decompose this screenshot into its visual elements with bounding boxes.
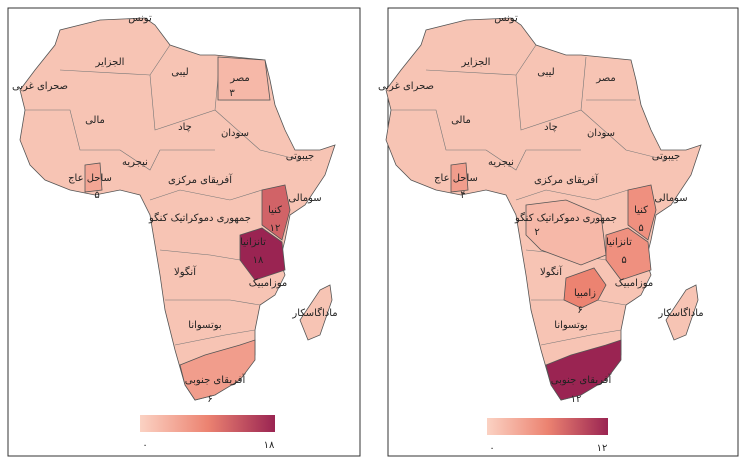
country-shape <box>627 184 657 241</box>
country-label: مالی <box>451 115 471 126</box>
country-shape <box>563 267 607 309</box>
legend-max-label: ۱۲ <box>597 443 608 454</box>
border <box>391 109 486 151</box>
value-label: ۱۸ <box>253 255 264 266</box>
value-label: ۳ <box>229 88 235 99</box>
country-label: ماداگاسکار <box>291 307 337 319</box>
country-label: سومالی <box>288 193 321 204</box>
country-label: تانزانیا <box>240 237 266 248</box>
country-label: کنیا <box>634 205 648 216</box>
country-label: بوتسوانا <box>188 320 221 331</box>
country-label: مالی <box>85 115 105 126</box>
island <box>299 284 333 341</box>
border <box>149 189 263 201</box>
country-label: جیبوتی <box>652 151 681 162</box>
country-label: جمهوری دموکراتیک کنگو <box>148 212 251 224</box>
value-label: ۵ <box>621 255 626 266</box>
country-shape <box>217 56 271 101</box>
border <box>165 299 261 306</box>
country-label: آفریقای مرکزی <box>534 173 599 186</box>
panel-frame <box>387 7 739 457</box>
country-label: آفریقای جنوبی <box>185 373 247 386</box>
country-label: آنگولا <box>174 265 197 278</box>
country-label: تونس <box>494 13 518 24</box>
country-label: جیبوتی <box>286 151 315 162</box>
value-label: ۴ <box>460 190 465 201</box>
country-label: موزامبیک <box>249 278 287 289</box>
country-label: لیبی <box>171 67 188 78</box>
country-shape <box>84 162 103 193</box>
country-label: سودان <box>221 128 249 139</box>
country-label: زامبیا <box>574 288 596 299</box>
country-label: تانزانیا <box>606 237 632 248</box>
legend-max-label: ۱۸ <box>264 440 275 451</box>
border <box>214 109 301 161</box>
map-panel: تونس الجزایر لیبی مصر صحرای غربی مالی چاد سودان… <box>378 13 704 405</box>
country-label: موزامبیک <box>615 278 653 289</box>
border <box>515 189 629 201</box>
border <box>540 329 622 346</box>
value-label: ۵ <box>638 223 643 234</box>
border <box>580 109 667 161</box>
value-label: ۶ <box>577 305 582 316</box>
country-label: چاد <box>544 122 558 133</box>
country-label: نیجریه <box>122 157 148 168</box>
country-label: ساحل عاج <box>434 173 478 184</box>
border <box>515 56 587 131</box>
border <box>25 109 120 151</box>
island <box>665 284 699 341</box>
value-label: ۵ <box>94 190 99 201</box>
country-shape <box>179 339 256 401</box>
country-label: نیجریه <box>488 157 514 168</box>
country-shape <box>239 227 286 281</box>
country-shape <box>605 227 652 281</box>
value-label: ۲ <box>534 227 539 238</box>
panel-frame <box>7 7 361 457</box>
border <box>174 329 256 346</box>
country-shape <box>545 339 622 401</box>
country-label: الجزایر <box>461 57 491 68</box>
legend-min-label: ۰ <box>489 443 494 454</box>
country-label: سودان <box>587 128 615 139</box>
country-label: صحرای غربی <box>12 81 68 92</box>
country-shape <box>525 199 607 266</box>
value-label: ۱۲ <box>270 223 281 234</box>
country-label: الجزایر <box>95 57 125 68</box>
country-shape <box>450 162 469 193</box>
country-label: ساحل عاج <box>68 173 112 184</box>
country-label: جمهوری دموکراتیک کنگو <box>514 212 617 224</box>
border <box>119 149 215 171</box>
value-label: ۱۲ <box>571 394 582 405</box>
country-label: آفریقای جنوبی <box>551 373 613 386</box>
border <box>485 149 581 171</box>
country-label: مصر <box>229 73 250 84</box>
country-label: صحرای غربی <box>378 81 434 92</box>
country-label: تونس <box>128 13 152 24</box>
country-shape <box>261 184 291 241</box>
country-label: کنیا <box>268 205 282 216</box>
border <box>159 249 241 261</box>
value-label: ۶ <box>207 394 212 405</box>
country-label: چاد <box>178 122 192 133</box>
border <box>149 56 221 131</box>
country-label: ماداگاسکار <box>657 307 703 319</box>
legend-bar <box>487 418 608 435</box>
country-label: آفریقای مرکزی <box>168 173 233 186</box>
legend-min-label: ۰ <box>142 440 147 451</box>
country-label: سومالی <box>654 193 687 204</box>
country-label: لیبی <box>537 67 554 78</box>
map-panel: تونس الجزایر لیبی مصر ۳ صحرای غربی مالی چاد سودا… <box>12 13 338 405</box>
legend-bar <box>140 415 275 432</box>
country-label: آنگولا <box>540 265 563 278</box>
country-label: بوتسوانا <box>554 320 587 331</box>
country-label: مصر <box>595 73 616 84</box>
